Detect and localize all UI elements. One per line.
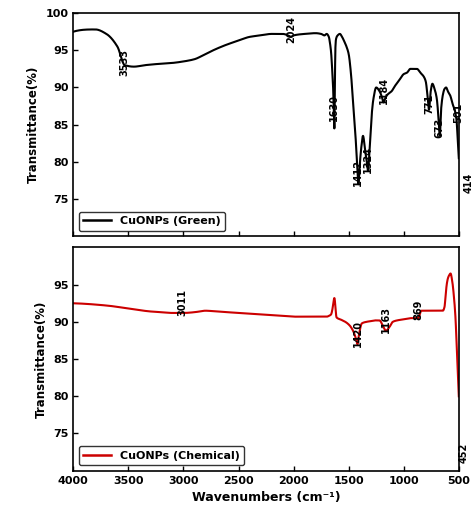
- Text: 3011: 3011: [177, 289, 187, 316]
- Text: 452: 452: [459, 443, 469, 463]
- Text: 1420: 1420: [352, 320, 362, 347]
- Text: 1412: 1412: [353, 158, 363, 186]
- Text: 3533: 3533: [120, 49, 130, 76]
- Text: 501: 501: [454, 103, 464, 123]
- Y-axis label: Transmittance(%): Transmittance(%): [35, 300, 47, 418]
- Legend: CuONPs (Chemical): CuONPs (Chemical): [79, 446, 244, 465]
- Text: 2024: 2024: [286, 16, 296, 43]
- X-axis label: Wavenumbers (cm⁻¹): Wavenumbers (cm⁻¹): [192, 491, 341, 504]
- Legend: CuONPs (Green): CuONPs (Green): [79, 212, 225, 231]
- Text: 1163: 1163: [381, 306, 391, 333]
- Text: 1324: 1324: [363, 146, 373, 173]
- Text: 414: 414: [463, 173, 473, 193]
- Text: 1184: 1184: [378, 77, 388, 104]
- Text: 869: 869: [413, 300, 423, 321]
- Text: 771: 771: [424, 93, 434, 113]
- Text: 673: 673: [435, 118, 445, 138]
- Y-axis label: Transmittance(%): Transmittance(%): [27, 66, 40, 184]
- Text: 1630: 1630: [329, 94, 339, 121]
